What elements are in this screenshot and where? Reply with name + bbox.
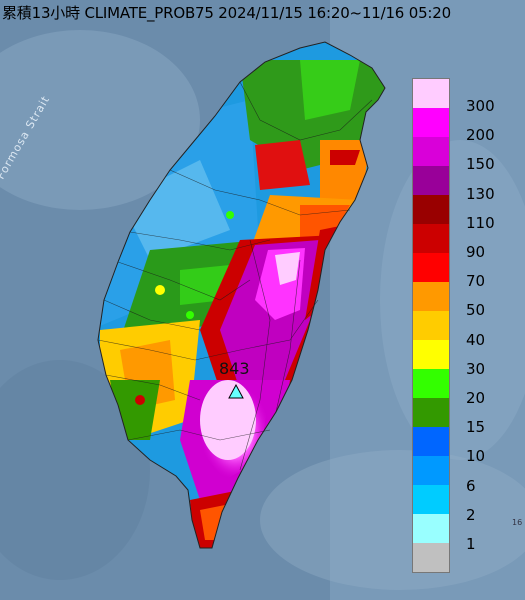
max-rainfall-value: 843 (219, 359, 250, 378)
legend-label: 15 (466, 418, 486, 437)
sea-texture (260, 450, 525, 590)
legend-label: 1 (466, 535, 476, 553)
legend-swatch (413, 137, 449, 166)
legend-label: 200 (466, 126, 495, 145)
legend-label: 6 (466, 476, 476, 495)
legend-swatch (413, 485, 449, 514)
legend-swatch (413, 282, 449, 311)
legend-label: 40 (466, 330, 486, 349)
county-boundaries (97, 81, 373, 471)
edge-fragment-label: 16 (512, 518, 523, 527)
coastline (97, 41, 386, 549)
legend-label: 20 (466, 389, 486, 407)
legend-swatch (413, 514, 449, 543)
sea-texture (0, 30, 200, 210)
legend-swatch (413, 108, 449, 137)
legend-swatch (413, 224, 449, 253)
legend-swatch (413, 456, 449, 485)
color-legend (412, 78, 450, 573)
map-title: 累積13小時 CLIMATE_PROB75 2024/11/15 16:20~1… (2, 4, 451, 22)
legend-swatch (413, 311, 449, 340)
legend-swatch (413, 79, 449, 108)
legend-swatch (413, 543, 449, 572)
legend-label: 10 (466, 447, 486, 466)
legend-label: 70 (466, 272, 486, 291)
legend-label: 90 (466, 243, 486, 261)
legend-label: 150 (466, 155, 495, 174)
legend-label: 110 (466, 213, 495, 232)
legend-label: 30 (466, 359, 486, 378)
max-marker-icon (228, 383, 244, 399)
legend-label: 130 (466, 184, 495, 203)
legend-swatch (413, 427, 449, 456)
legend-label: 300 (466, 97, 495, 115)
legend-swatch (413, 369, 449, 398)
legend-swatch (413, 253, 449, 282)
legend-swatch (413, 166, 449, 195)
legend-swatch (413, 398, 449, 427)
legend-label: 2 (466, 505, 476, 524)
legend-swatch (413, 340, 449, 369)
legend-swatch (413, 195, 449, 224)
legend-label: 50 (466, 301, 486, 320)
sea-texture (0, 360, 150, 580)
